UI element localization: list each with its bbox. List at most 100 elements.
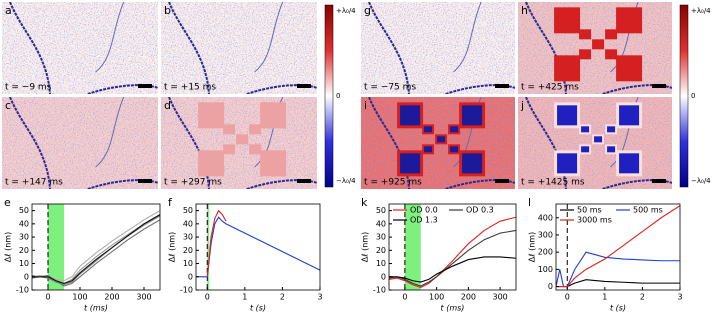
time-label: t = −9 ms (5, 83, 52, 93)
stim-small (605, 29, 618, 40)
panel-letter: c (5, 99, 11, 112)
stim-square (260, 102, 287, 129)
y-tick-label: 40 (19, 219, 29, 228)
panel-letter: d (164, 99, 171, 112)
scale-bar (138, 84, 152, 88)
image-panel (161, 97, 317, 189)
x-tick-label: 0 (205, 293, 210, 302)
image-panel (361, 97, 515, 189)
image-panel (161, 2, 317, 94)
vessel (95, 97, 125, 168)
y-tick-label: 0 (548, 282, 553, 291)
colorbar-label: +λ₀/4 (691, 7, 711, 15)
y-tick-label: 30 (19, 233, 29, 242)
series-line (32, 219, 160, 287)
vessel (9, 97, 51, 189)
panel-letter: k (361, 196, 368, 209)
image-panel (518, 97, 672, 189)
stim-small (249, 124, 262, 135)
x-tick-label: 0 (45, 293, 50, 302)
time-label: t = +297 ms (164, 178, 222, 188)
scale-bar (495, 84, 509, 88)
colorbar-label: −λ₀/4 (336, 177, 356, 185)
vessel (246, 84, 317, 94)
x-tick-label: 300 (136, 293, 151, 302)
scale-bar (297, 179, 311, 183)
y-axis-label: Δℓ (nm) (168, 232, 177, 262)
panel-letter: g (364, 4, 371, 17)
legend-label: 50 ms (577, 206, 602, 215)
colorbar (324, 4, 334, 188)
y-axis-label: Δℓ (nm) (361, 232, 370, 262)
vessel (87, 179, 158, 189)
y-axis-label: Δℓ (nm) (528, 232, 537, 262)
vessel (168, 2, 210, 94)
stim-small (236, 134, 249, 145)
stim-small (592, 39, 605, 50)
vessel (602, 179, 672, 189)
stim-small (579, 49, 592, 60)
stim-small-inner (594, 136, 603, 143)
stim-small-inner (607, 146, 616, 153)
panel-letter: i (364, 99, 367, 112)
vessel (87, 84, 158, 94)
panel-letter: b (164, 4, 171, 17)
y-tick-label: 10 (183, 259, 193, 268)
stim-small-inner (581, 146, 590, 153)
x-tick-label: 200 (104, 293, 119, 302)
stim-square (198, 102, 225, 129)
time-label: t = −75 ms (364, 83, 416, 93)
vessel (368, 2, 410, 94)
y-tick-label: 10 (376, 259, 386, 268)
panel-letter: h (521, 4, 528, 17)
scale-bar (138, 179, 152, 183)
scale-bar (652, 179, 666, 183)
panel-letter: e (4, 196, 11, 209)
stim-square (616, 55, 643, 82)
series-line (556, 251, 680, 288)
stimulus-span (48, 204, 64, 290)
plot-area (556, 204, 680, 290)
y-tick-label: 50 (19, 206, 29, 215)
plot-area (196, 204, 320, 290)
y-tick-label: 30 (376, 233, 386, 242)
y-tick-label: 20 (19, 246, 29, 255)
vessel (246, 179, 317, 189)
axes-frame (195, 203, 321, 291)
stim-square (260, 150, 287, 177)
image-panel (2, 97, 158, 189)
noise (2, 97, 158, 189)
vessel (525, 97, 567, 189)
axes-frame (555, 203, 681, 291)
panel-letter: f (168, 196, 173, 209)
vessel (254, 2, 284, 73)
y-tick-label: 400 (538, 213, 553, 222)
y-tick-label: 50 (376, 206, 386, 215)
y-tick-label: 0 (24, 272, 29, 281)
stim-small (249, 144, 262, 155)
stim-small (605, 49, 618, 60)
image-panel (361, 2, 515, 94)
y-tick-label: 40 (183, 219, 193, 228)
legend-label: OD 0.0 (410, 206, 438, 215)
stim-square-inner (462, 105, 483, 126)
series-line (389, 229, 516, 287)
x-tick-label: 200 (461, 293, 476, 302)
panel-letter: j (520, 99, 524, 112)
vessel (168, 97, 210, 189)
stim-small-inner (450, 146, 459, 153)
series-line (32, 214, 160, 284)
legend-label: 3000 ms (577, 216, 612, 225)
x-tick-label: 2 (280, 293, 285, 302)
stimulus-span (404, 204, 421, 290)
stim-small (579, 29, 592, 40)
image-panel (2, 2, 158, 94)
vessel (368, 97, 410, 189)
y-tick-label: 100 (538, 265, 553, 274)
series-line (556, 205, 680, 288)
noise (2, 2, 158, 94)
x-tick-label: 1 (242, 293, 247, 302)
time-label: t = +925 ms (364, 178, 422, 188)
time-label: t = +425 ms (521, 83, 579, 93)
